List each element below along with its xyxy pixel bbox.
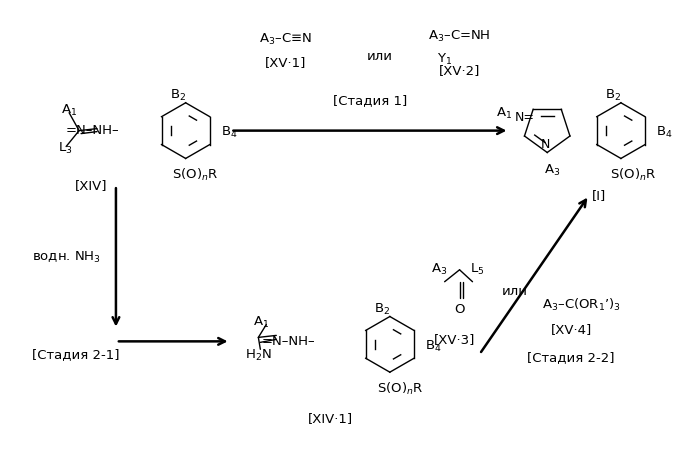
- Text: [XV·4]: [XV·4]: [551, 323, 592, 336]
- Text: водн. NH$_3$: водн. NH$_3$: [31, 250, 101, 265]
- Text: L$_3$: L$_3$: [58, 141, 73, 156]
- Text: S(O)$_n$R: S(O)$_n$R: [377, 381, 423, 397]
- Text: [XV·3]: [XV·3]: [434, 333, 475, 346]
- Text: B$_2$: B$_2$: [170, 88, 186, 103]
- Text: B$_4$: B$_4$: [220, 125, 237, 140]
- Text: N=: N=: [515, 111, 535, 124]
- Text: [XV·2]: [XV·2]: [439, 64, 480, 77]
- Text: B$_2$: B$_2$: [605, 88, 621, 103]
- Text: B$_2$: B$_2$: [374, 302, 390, 317]
- Text: [I]: [I]: [592, 189, 606, 202]
- Text: L$_5$: L$_5$: [470, 262, 484, 277]
- Text: S(O)$_n$R: S(O)$_n$R: [173, 167, 219, 183]
- Text: [Стадия 2-2]: [Стадия 2-2]: [527, 351, 615, 364]
- Text: [Стадия 1]: [Стадия 1]: [333, 94, 407, 107]
- Text: O: O: [454, 303, 465, 316]
- Text: A$_3$–C(OR$_1$’)$_3$: A$_3$–C(OR$_1$’)$_3$: [542, 296, 621, 313]
- Text: [XIV·1]: [XIV·1]: [308, 412, 352, 425]
- Text: [XIV]: [XIV]: [75, 179, 107, 192]
- Text: A$_3$–C≡N: A$_3$–C≡N: [259, 31, 312, 47]
- Text: S(O)$_n$R: S(O)$_n$R: [610, 167, 656, 183]
- Text: A$_1$: A$_1$: [496, 106, 512, 121]
- Text: A$_1$: A$_1$: [61, 103, 78, 118]
- Text: =N–NH–: =N–NH–: [65, 124, 119, 137]
- Text: [XV·1]: [XV·1]: [264, 57, 306, 69]
- Text: A$_3$–C=NH: A$_3$–C=NH: [428, 29, 491, 44]
- Text: B$_4$: B$_4$: [656, 125, 672, 140]
- Text: A$_3$: A$_3$: [544, 163, 561, 178]
- Text: или: или: [501, 285, 527, 298]
- Text: A$_3$: A$_3$: [431, 262, 448, 277]
- Text: B$_4$: B$_4$: [425, 339, 441, 354]
- Text: N: N: [540, 138, 550, 151]
- Text: [Стадия 2-1]: [Стадия 2-1]: [32, 348, 120, 361]
- Text: =N–NH–: =N–NH–: [261, 335, 315, 348]
- Text: H$_2$N: H$_2$N: [245, 348, 272, 363]
- Text: A$_1$: A$_1$: [253, 315, 270, 330]
- Text: Y$_1$: Y$_1$: [437, 52, 452, 67]
- Text: или: или: [367, 50, 393, 62]
